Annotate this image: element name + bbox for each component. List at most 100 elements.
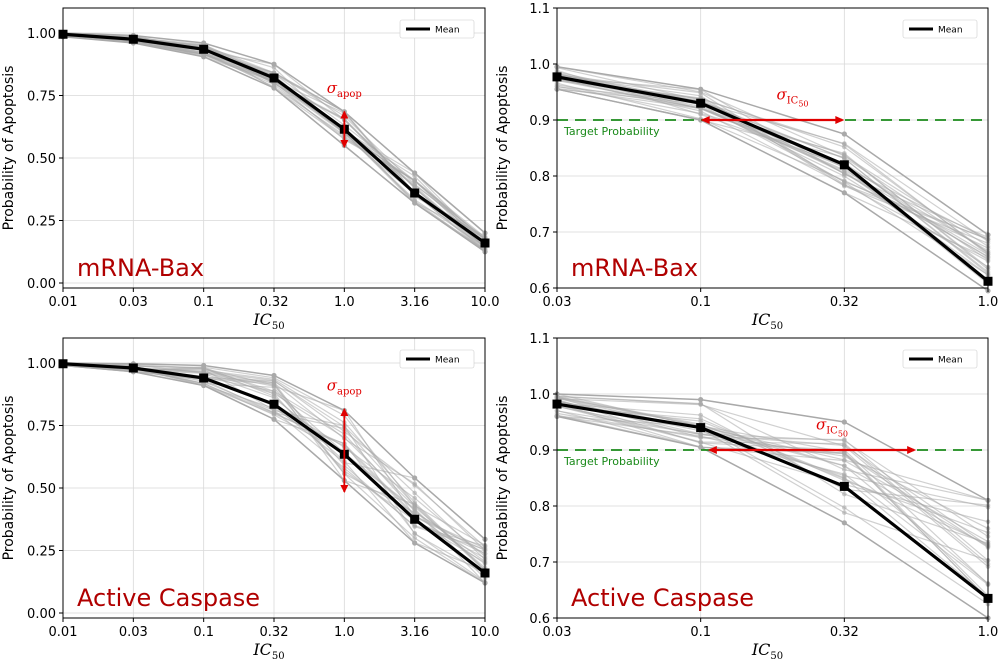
- x-tick-label: 0.1: [193, 295, 214, 310]
- y-tick-label: 0.7: [529, 556, 550, 571]
- sample-envelope-point: [412, 200, 418, 206]
- y-tick-label: 0.50: [27, 482, 56, 497]
- sample-point: [842, 491, 847, 497]
- sample-envelope-point: [698, 86, 704, 92]
- sample-point: [842, 153, 847, 159]
- sample-series-line: [556, 397, 989, 562]
- sample-envelope-point: [841, 520, 847, 526]
- x-axis-label: IC50: [252, 640, 284, 660]
- sigma-apop-label-sub: apop: [337, 387, 362, 398]
- y-tick-label: 0.9: [529, 444, 550, 459]
- sigma-apop-arrowhead-top: [340, 110, 349, 119]
- sample-envelope-point: [201, 54, 207, 60]
- mean-point: [269, 399, 279, 409]
- sample-envelope-line: [556, 415, 989, 619]
- sample-point: [698, 412, 703, 418]
- sigma-apop-label: σapop: [327, 79, 362, 100]
- sample-series-line: [556, 398, 989, 585]
- y-tick-label: 0.75: [27, 420, 56, 435]
- mean-point: [199, 373, 209, 383]
- legend-box: [399, 19, 475, 39]
- legend-mean-label: Mean: [435, 356, 460, 366]
- x-tick-label: 0.1: [193, 625, 214, 640]
- y-tick-label: 0.50: [27, 152, 56, 167]
- sigma-ic50-arrowhead-right: [835, 116, 845, 124]
- sample-envelope-point: [271, 61, 277, 67]
- legend: Mean: [902, 19, 978, 39]
- legend-mean-label: Mean: [435, 26, 460, 36]
- sample-point: [412, 490, 417, 496]
- mean-point: [696, 98, 706, 108]
- sample-point: [842, 510, 847, 515]
- legend-mean-label: Mean: [938, 26, 963, 36]
- sample-envelope-point: [201, 382, 207, 389]
- sigma-apop-arrowhead-top: [340, 408, 349, 416]
- y-axis-label: Probability of Apoptosis: [1, 66, 17, 231]
- sigma-apop-label: σapop: [327, 377, 362, 398]
- x-tick-label: 0.01: [49, 295, 78, 310]
- x-tick-label: 0.1: [690, 295, 711, 310]
- sample-series-line: [556, 405, 989, 547]
- y-tick-label: 0.7: [529, 226, 550, 241]
- sample-envelope-point: [841, 131, 847, 137]
- x-tick-label: 0.32: [260, 295, 289, 310]
- y-tick-label: 0.00: [27, 277, 56, 292]
- sigma-ic50-label: σIC50: [816, 416, 848, 439]
- x-tick-label: 1.0: [978, 295, 999, 310]
- sigma-ic50-label-main: σ: [776, 86, 787, 104]
- mean-point: [410, 514, 420, 524]
- sample-point: [842, 183, 847, 189]
- x-axis-label-main: IC: [252, 640, 272, 659]
- y-tick-label: 0.8: [529, 500, 550, 515]
- sigma-apop-label-sub: apop: [337, 89, 362, 100]
- sample-point: [698, 432, 703, 437]
- y-tick-label: 1.0: [529, 58, 550, 73]
- x-axis-label-main: IC: [751, 310, 771, 329]
- sample-series-line: [556, 402, 989, 506]
- mean-point: [839, 160, 849, 170]
- x-axis-label-sub: 50: [272, 321, 285, 332]
- x-tick-label: 3.16: [400, 295, 429, 310]
- sample-envelope-point: [201, 40, 207, 46]
- x-tick-label: 1.0: [978, 625, 999, 640]
- panel-label: Active Caspase: [77, 584, 260, 612]
- mean-series-line: [556, 75, 990, 283]
- sample-series-line: [556, 410, 989, 530]
- sigma-ic50-arrowhead-left: [707, 446, 717, 454]
- sample-envelope-point: [201, 362, 207, 369]
- x-tick-label: 0.03: [119, 625, 148, 640]
- sample-point: [412, 495, 417, 501]
- legend: Mean: [399, 19, 475, 39]
- y-tick-label: 0.25: [27, 545, 56, 560]
- sample-point: [842, 171, 847, 177]
- sample-point: [698, 401, 703, 407]
- sample-envelope-point: [698, 444, 704, 450]
- sample-point: [842, 473, 847, 478]
- sample-point: [271, 380, 277, 386]
- y-tick-label: 1.00: [27, 27, 56, 42]
- chart-panel-top-left: σapop 0.01 0.03 0.1 0.32 1.0 3.16 10.0 0.00 0.25 0…: [1, 7, 499, 332]
- sample-series-line: [556, 69, 989, 252]
- sample-point: [271, 412, 277, 418]
- sample-envelope-point: [271, 416, 277, 422]
- sigma-ic50-label-sub: IC: [787, 96, 799, 107]
- sample-point: [842, 453, 847, 459]
- y-axis-label: Probability of Apoptosis: [1, 396, 17, 561]
- legend-box: [399, 349, 475, 369]
- sample-point: [412, 481, 417, 486]
- sample-point: [412, 178, 417, 183]
- sample-envelope-line: [556, 88, 989, 292]
- sample-point: [842, 467, 847, 472]
- y-tick-label: 0.75: [27, 90, 56, 105]
- x-tick-label: 0.32: [830, 625, 859, 640]
- mean-point: [199, 44, 209, 54]
- sigma-apop-label-main: σ: [327, 377, 338, 395]
- sample-envelope-point: [412, 475, 418, 481]
- sigma-ic50-label-sub2: 50: [838, 430, 848, 439]
- sample-point: [842, 437, 847, 442]
- sample-point: [271, 388, 277, 394]
- sample-point: [271, 407, 277, 413]
